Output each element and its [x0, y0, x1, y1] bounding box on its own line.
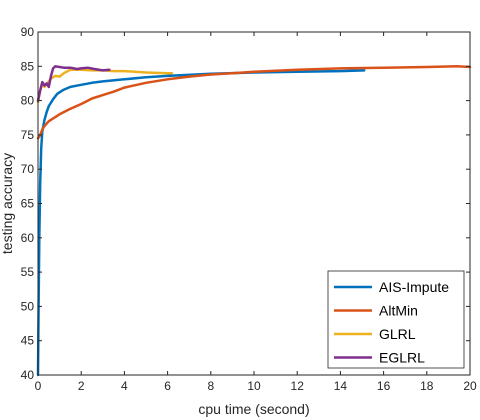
legend: AIS-Impute AltMin GLRL EGLRL	[327, 270, 465, 369]
series-layer	[36, 65, 472, 377]
y-tick-label: 60	[21, 231, 35, 245]
legend-label-altmin: AltMin	[379, 303, 418, 319]
y-tick-label: 55	[21, 265, 35, 279]
x-tick-label: 8	[207, 379, 214, 393]
y-tick-label: 85	[21, 59, 35, 73]
x-tick-label: 14	[334, 379, 348, 393]
x-tick-label: 20	[463, 379, 477, 393]
x-tick-label: 6	[164, 379, 171, 393]
y-axis-label: testing accuracy	[0, 153, 15, 254]
series-line-eglrl	[36, 65, 111, 102]
x-tick-label: 4	[121, 379, 128, 393]
x-axis-label: cpu time (second)	[198, 401, 309, 417]
x-tick-label: 0	[35, 379, 42, 393]
legend-label-eglrl: EGLRL	[379, 350, 425, 366]
y-tick-label: 90	[21, 25, 35, 39]
y-tick-label: 75	[21, 128, 35, 142]
x-tick-label: 16	[377, 379, 391, 393]
legend-label-glrl: GLRL	[379, 326, 416, 342]
x-tick-label: 12	[291, 379, 305, 393]
x-tick-label: 2	[78, 379, 85, 393]
legend-items: AIS-Impute AltMin GLRL EGLRL	[334, 279, 449, 366]
x-tick-label: 10	[247, 379, 261, 393]
series-line-altmin	[36, 65, 472, 140]
y-tick-label: 65	[21, 197, 35, 211]
y-tick-label: 70	[21, 162, 35, 176]
x-tick-label: 18	[420, 379, 434, 393]
y-tick-label: 50	[21, 299, 35, 313]
y-tick-label: 45	[21, 334, 35, 348]
ticks-layer: 0 2 4 6 8 10 12 14 16 18 20 40 45 50 55 60 65 70 75 80 85 90	[21, 25, 477, 393]
y-tick-label: 40	[21, 368, 35, 382]
y-tick-label: 80	[21, 94, 35, 108]
legend-label-ais-impute: AIS-Impute	[379, 279, 449, 295]
